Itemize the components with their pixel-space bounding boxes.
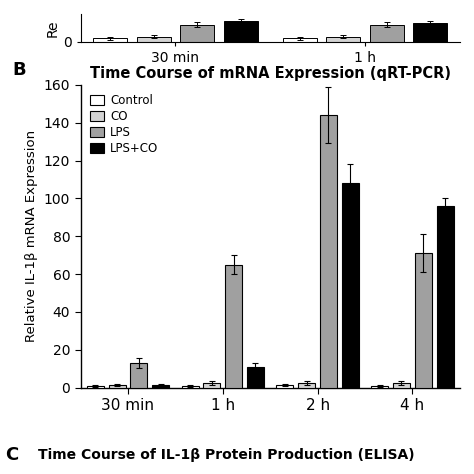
Bar	[276, 385, 293, 388]
Text: C: C	[5, 446, 18, 464]
Bar	[247, 367, 264, 388]
Bar	[415, 253, 432, 388]
Bar	[225, 264, 242, 388]
Bar	[326, 36, 360, 42]
Legend: Control, CO, LPS, LPS+CO: Control, CO, LPS, LPS+CO	[86, 91, 162, 159]
Bar	[437, 206, 454, 388]
Bar	[370, 25, 404, 42]
Bar	[298, 383, 315, 388]
Y-axis label: Relative IL-1β mRNA Expression: Relative IL-1β mRNA Expression	[25, 130, 38, 342]
Bar	[180, 25, 214, 42]
Bar	[393, 383, 410, 388]
Bar	[371, 386, 388, 388]
Bar	[320, 115, 337, 388]
Text: Time Course of IL-1β Protein Production (ELISA): Time Course of IL-1β Protein Production …	[38, 448, 415, 462]
Bar	[137, 36, 171, 42]
Bar	[152, 385, 169, 388]
Bar	[93, 38, 127, 42]
Bar	[342, 183, 359, 388]
Bar	[224, 21, 258, 42]
Text: B: B	[12, 61, 26, 79]
Y-axis label: Re: Re	[46, 19, 60, 37]
Bar	[130, 363, 147, 388]
Bar	[87, 386, 104, 388]
Bar	[109, 385, 126, 388]
Bar	[283, 38, 317, 42]
Title: Time Course of mRNA Expression (qRT-PCR): Time Course of mRNA Expression (qRT-PCR)	[90, 66, 451, 81]
Bar	[182, 386, 199, 388]
Bar	[413, 23, 447, 42]
Bar	[203, 383, 220, 388]
